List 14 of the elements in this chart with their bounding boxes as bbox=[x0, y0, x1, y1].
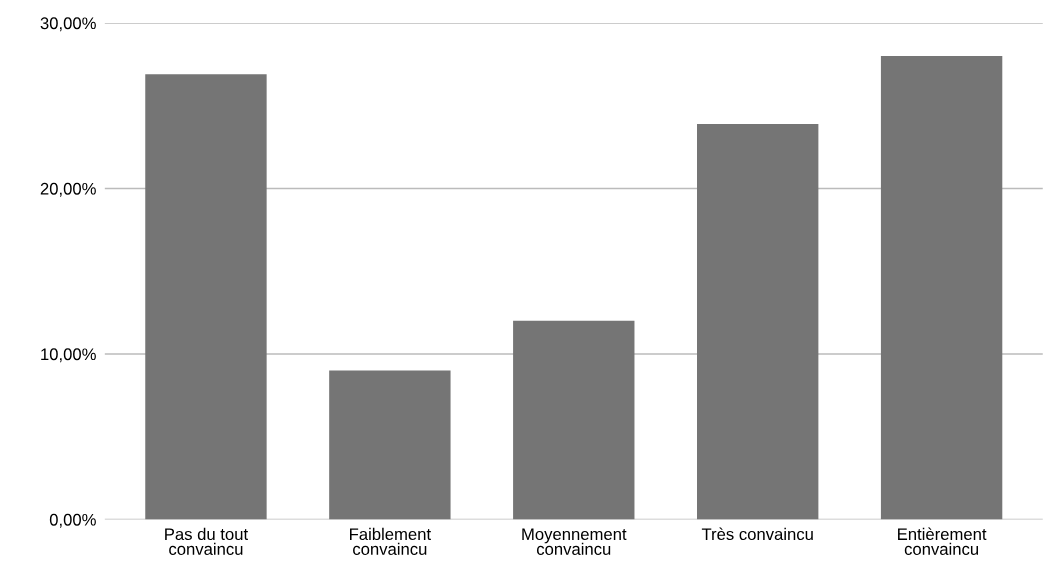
bar bbox=[145, 74, 267, 520]
y-tick-label: 20,00% bbox=[40, 182, 96, 197]
x-tick-label: Entièrement convaincu bbox=[898, 527, 987, 555]
x-tick-label: Très convaincu bbox=[701, 527, 813, 541]
y-tick-label: 30,00% bbox=[40, 17, 96, 32]
x-tick-label: Moyennement convaincu bbox=[522, 528, 627, 555]
y-tick-label: 0,00% bbox=[49, 513, 96, 528]
bar bbox=[697, 123, 819, 520]
x-tick-label: Pas du tout convaincu bbox=[165, 527, 248, 555]
y-tick-label: 10,00% bbox=[41, 348, 96, 363]
x-tick-label: Faiblement convaincu bbox=[350, 527, 431, 555]
bar bbox=[329, 370, 451, 520]
bar bbox=[880, 56, 1003, 520]
bar bbox=[513, 320, 635, 520]
